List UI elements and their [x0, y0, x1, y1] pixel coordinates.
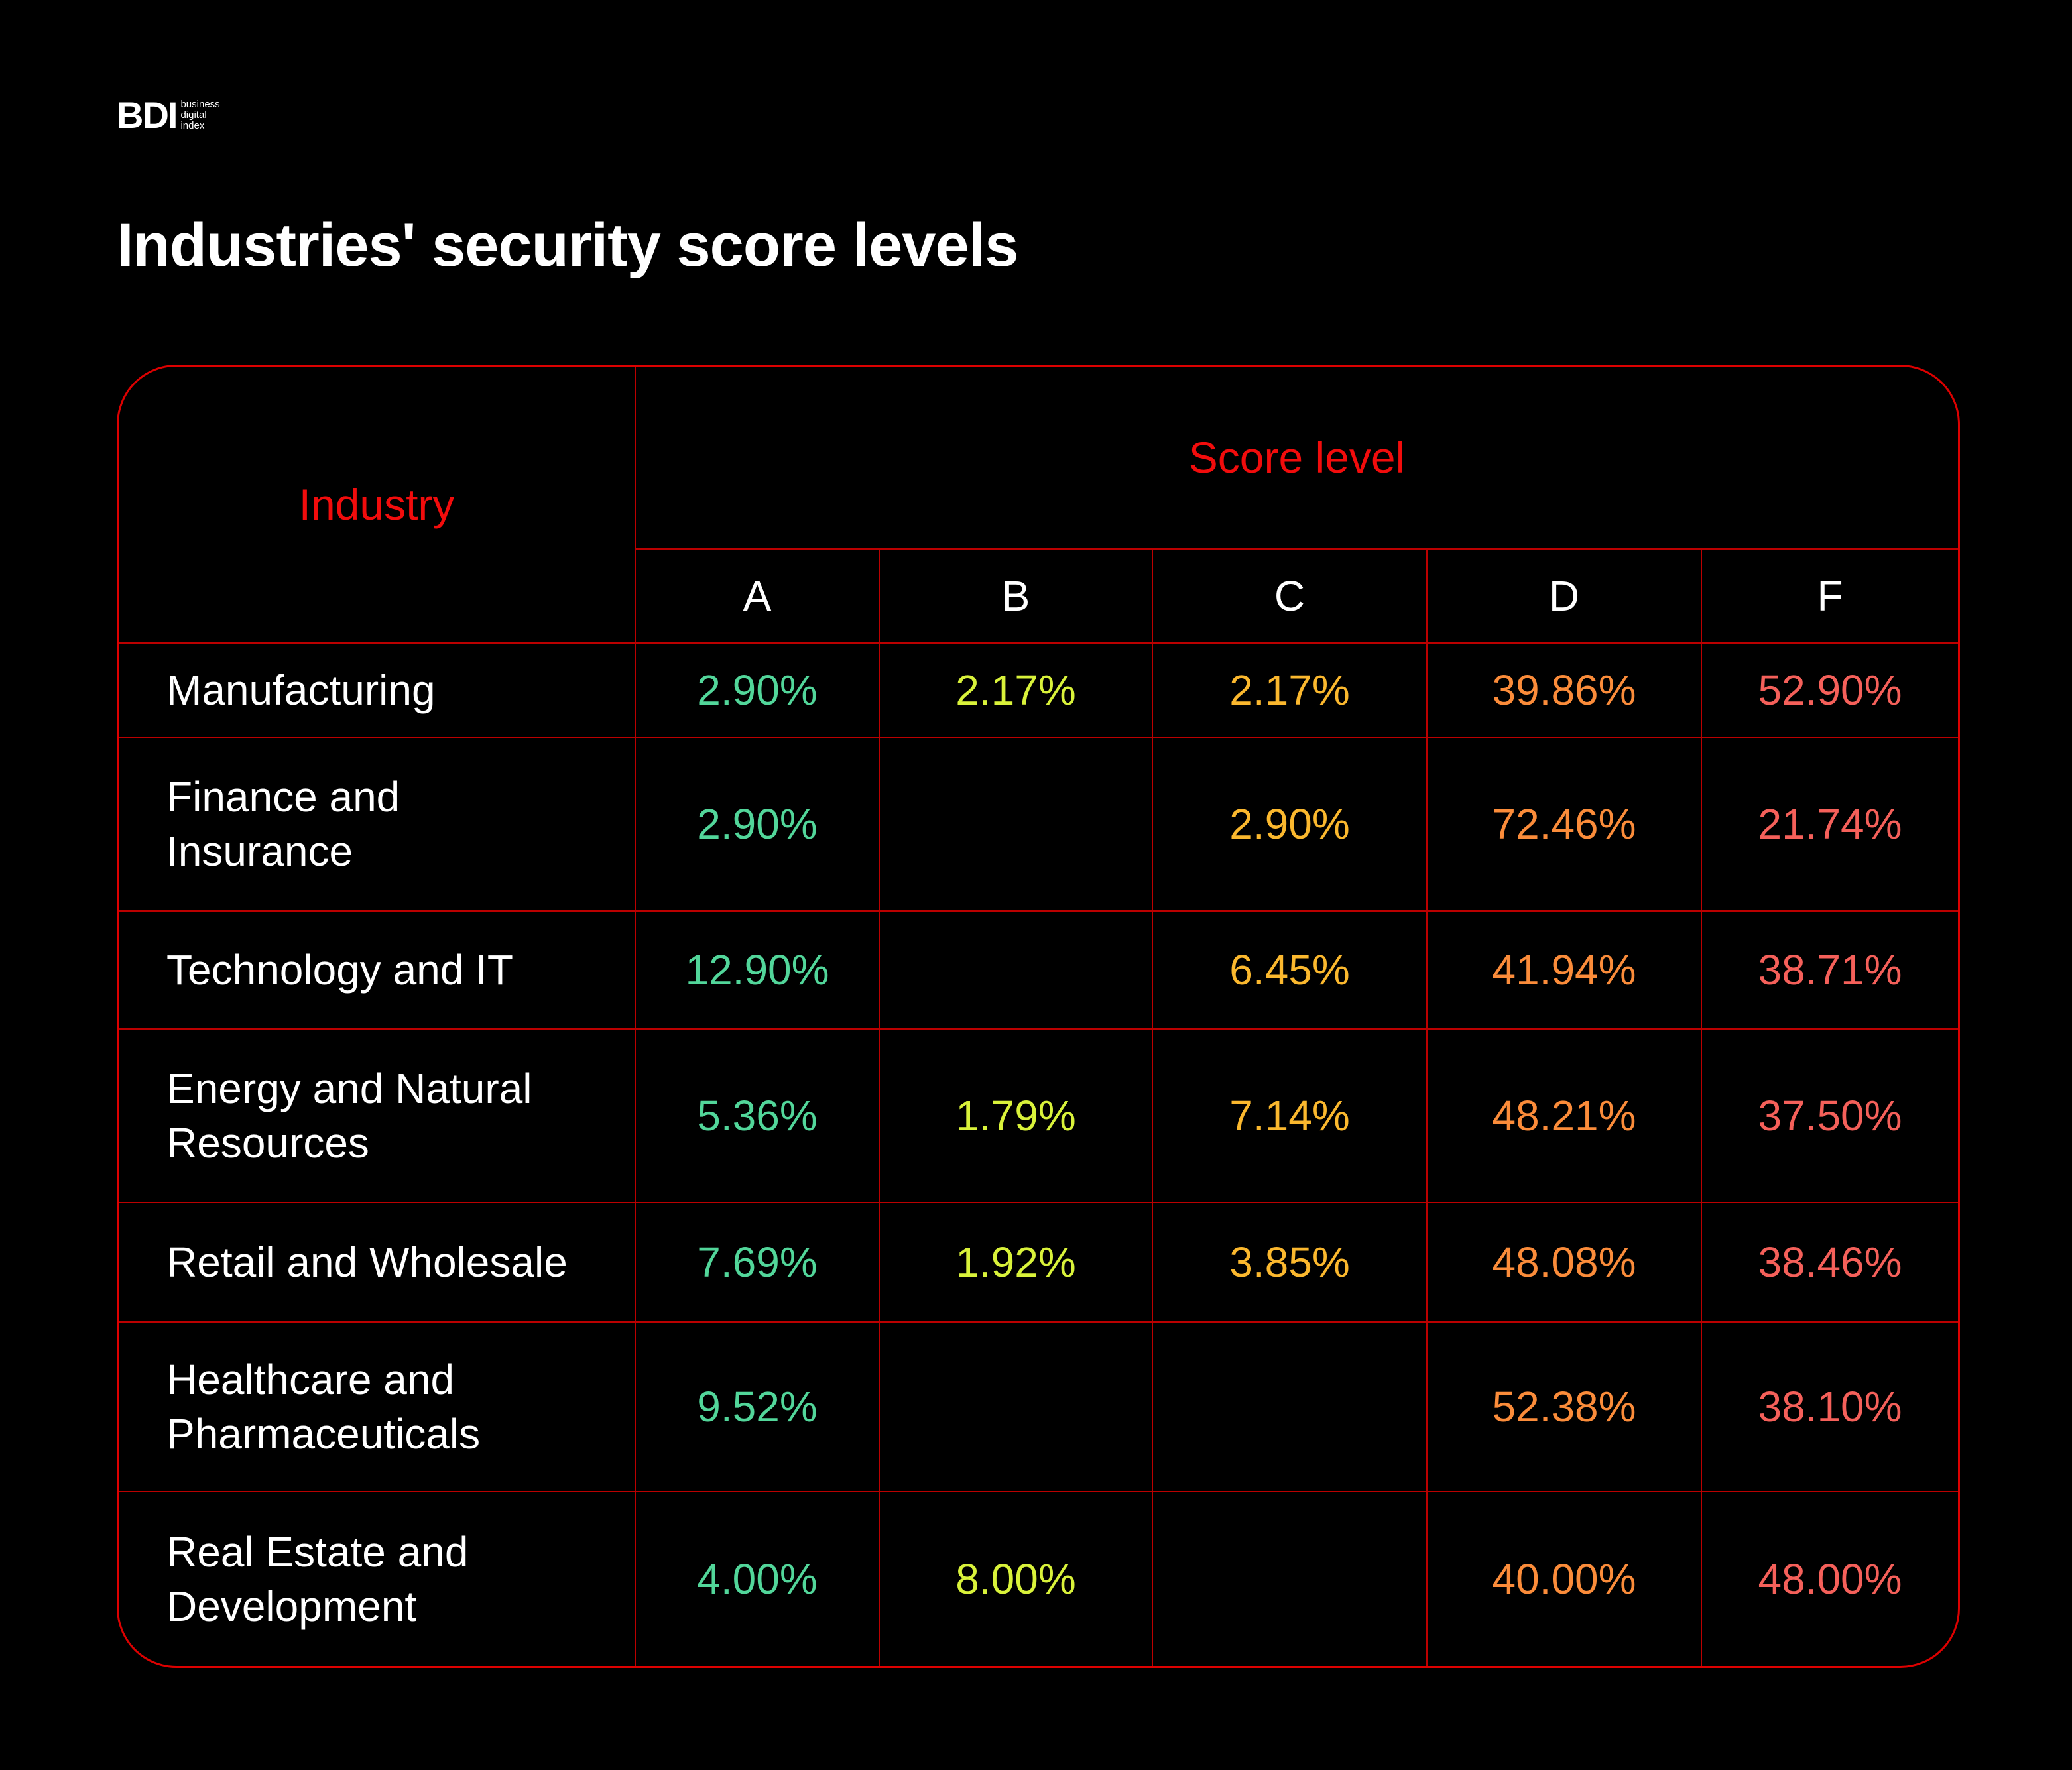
page-title: Industries' security score levels — [117, 211, 1018, 279]
score-cell-f: 21.74% — [1702, 738, 1958, 912]
score-cell-c: 7.14% — [1153, 1030, 1428, 1203]
level-header-a: A — [636, 550, 880, 644]
score-cell-c — [1153, 1323, 1428, 1492]
score-cell-c: 2.90% — [1153, 738, 1428, 912]
level-header-d: D — [1428, 550, 1702, 644]
logo-line: index — [180, 120, 205, 131]
score-cell-f: 38.46% — [1702, 1203, 1958, 1323]
level-header-b: B — [880, 550, 1153, 644]
industry-cell: Manufacturing — [119, 644, 636, 738]
industry-cell: Finance and Insurance — [119, 738, 636, 912]
score-cell-c: 2.17% — [1153, 644, 1428, 738]
industry-cell: Retail and Wholesale — [119, 1203, 636, 1323]
score-cell-b: 1.79% — [880, 1030, 1153, 1203]
level-header-c: C — [1153, 550, 1428, 644]
score-level-header: Score level — [636, 367, 1958, 550]
score-cell-a: 4.00% — [636, 1492, 880, 1666]
table-row: Finance and Insurance 2.90% 2.90% 72.46% 21.… — [119, 738, 1958, 912]
bdi-logo: BDI business digital index — [117, 97, 220, 134]
industry-cell: Real Estate and Development — [119, 1492, 636, 1666]
table-row: Healthcare and Pharmaceuticals 9.52% 52.38… — [119, 1323, 1958, 1492]
score-cell-f: 48.00% — [1758, 1555, 1902, 1603]
score-cell-d: 40.00% — [1428, 1492, 1702, 1666]
industry-header: Industry — [119, 367, 636, 644]
table-row: Technology and IT 12.90% 6.45% 41.94% 38.71% — [119, 912, 1958, 1030]
industry-cell: Technology and IT — [119, 912, 636, 1030]
score-cell-c: 3.85% — [1153, 1203, 1428, 1323]
score-cell-d: 48.08% — [1428, 1203, 1702, 1323]
logo-mark: BDI — [117, 94, 178, 136]
score-cell-b — [880, 912, 1153, 1030]
score-cell-f: 52.90% — [1702, 644, 1958, 738]
logo-text: business digital index — [180, 99, 219, 131]
score-cell-d: 39.86% — [1428, 644, 1702, 738]
score-cell-a: 12.90% — [636, 912, 880, 1030]
score-cell-b: 1.92% — [880, 1203, 1153, 1323]
logo-line: digital — [180, 109, 207, 121]
score-cell-d: 72.46% — [1428, 738, 1702, 912]
table-row: Retail and Wholesale 7.69% 1.92% 3.85% 48.08… — [119, 1203, 1958, 1323]
score-cell-a: 7.69% — [636, 1203, 880, 1323]
industry-cell: Healthcare and Pharmaceuticals — [119, 1323, 636, 1492]
score-cell-f: 38.71% — [1702, 912, 1958, 1030]
score-cell-a: 2.90% — [636, 738, 880, 912]
score-cell-a: 5.36% — [636, 1030, 880, 1203]
score-cell-c: 6.45% — [1153, 912, 1428, 1030]
level-header-f: F — [1702, 550, 1958, 644]
score-cell-b — [880, 1323, 1153, 1492]
score-cell-f: 38.10% — [1702, 1323, 1958, 1492]
score-cell-d: 52.38% — [1428, 1323, 1702, 1492]
industry-cell: Energy and Natural Resources — [119, 1030, 636, 1203]
score-cell-b: 2.17% — [880, 644, 1153, 738]
score-cell-a: 2.90% — [636, 644, 880, 738]
score-cell-b — [880, 738, 1153, 912]
score-cell-b: 8.00% — [880, 1492, 1153, 1666]
score-cell-f: 37.50% — [1702, 1030, 1958, 1203]
score-cell-a: 9.52% — [636, 1323, 880, 1492]
table-row: Energy and Natural Resources 5.36% 1.79% 7.… — [119, 1030, 1958, 1203]
score-cell-d: 41.94% — [1428, 912, 1702, 1030]
score-cell-d: 48.21% — [1428, 1030, 1702, 1203]
logo-line: business — [180, 99, 220, 110]
table-row: Real Estate and Development 4.00% 8.00% 40.… — [119, 1492, 1958, 1666]
score-cell-c — [1153, 1492, 1428, 1666]
table-row: Manufacturing 2.90% 2.17% 2.17% 39.86% 52.90% — [119, 644, 1958, 738]
